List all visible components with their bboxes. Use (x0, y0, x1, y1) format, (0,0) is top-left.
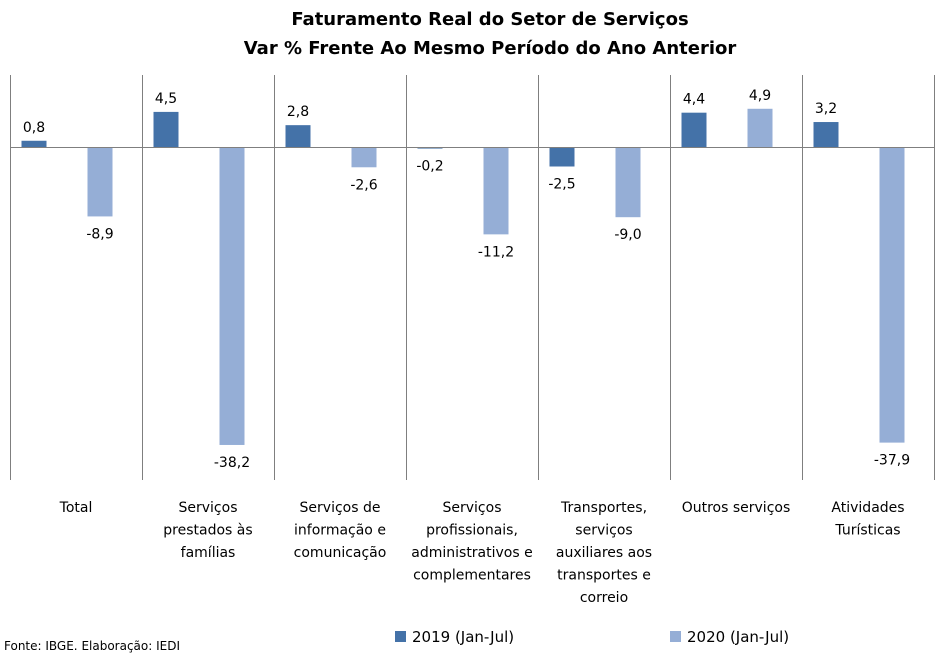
legend-swatch (395, 631, 406, 642)
category-label-line: Outros serviços (682, 500, 791, 516)
category-label-line: auxiliares aos (556, 545, 652, 561)
category-label-line: profissionais, (426, 523, 518, 539)
bar-2019 (681, 112, 707, 147)
category-label: Total (59, 500, 93, 516)
legend-label: 2019 (Jan-Jul) (412, 628, 514, 646)
data-label: -0,2 (416, 159, 443, 175)
category-label-line: Serviços (179, 500, 238, 516)
category-label-line: Turísticas (834, 523, 900, 539)
legend-label: 2020 (Jan-Jul) (687, 628, 789, 646)
bar-2020 (747, 108, 773, 147)
bar-2020 (615, 147, 641, 218)
data-label: -38,2 (214, 455, 250, 471)
category-label: Outros serviços (682, 500, 791, 516)
data-label: 0,8 (23, 120, 45, 136)
category-label-line: transportes e (557, 568, 651, 584)
category-label-line: Total (59, 500, 93, 516)
category-label-line: serviços (575, 523, 632, 539)
bar-2020 (483, 147, 509, 235)
category-label: Serviços prestados às famílias (163, 500, 252, 561)
category-label: Serviços profissionais, administrativos e c… (411, 500, 532, 584)
data-label: -2,6 (350, 177, 377, 193)
category-label-line: famílias (181, 545, 236, 561)
data-label: 4,9 (749, 88, 771, 104)
category-label-line: Atividades (831, 500, 904, 516)
category-label-line: complementares (413, 568, 531, 584)
category-label-line: correio (580, 590, 628, 606)
data-label: -11,2 (478, 244, 514, 260)
bar-2019 (285, 125, 311, 147)
data-label: 2,8 (287, 104, 309, 120)
bar-2020 (87, 147, 113, 217)
bar-2019 (813, 122, 839, 147)
category-label-line: prestados às (163, 523, 252, 539)
category-label-line: Serviços (443, 500, 502, 516)
legend-swatch (670, 631, 681, 642)
source-note: Fonte: IBGE. Elaboração: IEDI (4, 639, 180, 653)
category-label: Atividades Turísticas (831, 500, 904, 539)
data-label: -37,9 (874, 453, 910, 469)
bar-2019 (21, 140, 47, 147)
category-label-line: administrativos e (411, 545, 532, 561)
category-label-line: comunicação (294, 545, 387, 561)
data-label: 4,5 (155, 91, 177, 107)
category-label-line: Serviços de (300, 500, 381, 516)
bar-2020 (219, 147, 245, 445)
category-label-line: Transportes, (560, 500, 647, 516)
chart-title: Faturamento Real do Setor de Serviços (291, 9, 688, 30)
data-label: -9,0 (614, 227, 641, 243)
bar-2020 (879, 147, 905, 443)
category-label: Serviços de informação e comunicação (294, 500, 387, 561)
data-label: -8,9 (86, 226, 113, 242)
category-label-line: informação e (294, 523, 386, 539)
bar-2019 (549, 147, 575, 167)
plot-area: 0,8 4,5 2,8 -0,2 -2,5 4,4 3,2 -8,9 -38,2 -2,6 -11,… (10, 75, 935, 480)
bar-2019 (153, 111, 179, 147)
data-label: -2,5 (548, 177, 575, 193)
category-label: Transportes, serviços auxiliares aos transp… (556, 500, 652, 606)
bar-2020 (351, 147, 377, 168)
data-label: 3,2 (815, 101, 837, 117)
data-label: 4,4 (683, 92, 705, 108)
chart-subtitle: Var % Frente Ao Mesmo Período do Ano Ant… (244, 38, 737, 59)
